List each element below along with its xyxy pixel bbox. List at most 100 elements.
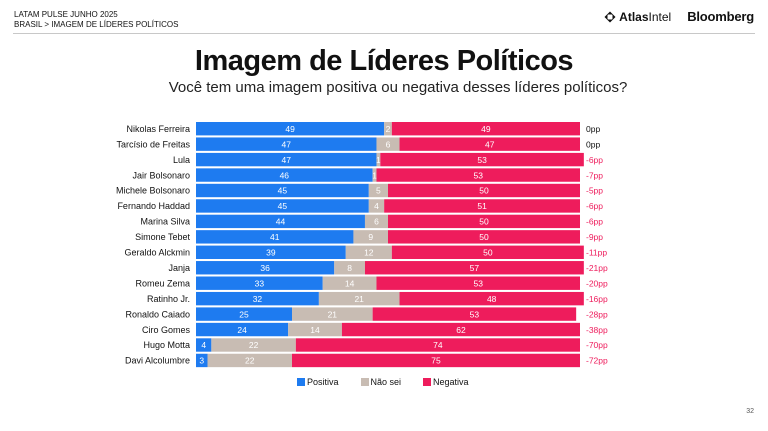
chart-subtitle: Você tem uma imagem positiva ou negativa… <box>168 79 628 96</box>
data-label: 1 <box>376 155 381 165</box>
net-label: -20pp <box>586 278 608 288</box>
data-label: 22 <box>245 356 255 366</box>
bar-segment-n-o-sei <box>345 245 392 259</box>
category-label: Simone Tebet <box>135 232 190 242</box>
data-label: 47 <box>485 139 495 149</box>
data-label: 48 <box>487 294 497 304</box>
bar-segment-n-o-sei <box>376 137 400 151</box>
bar-segment-n-o-sei <box>207 353 292 368</box>
bar-segment-negativa <box>380 152 584 167</box>
data-label: 45 <box>278 186 288 196</box>
data-label: 4 <box>201 340 206 350</box>
bar-segment-positiva <box>196 338 212 352</box>
legend-item-nao-sei: Não sei <box>360 377 401 387</box>
bar-segment-n-o-sei <box>372 168 377 182</box>
net-label: -7pp <box>586 170 603 180</box>
bar-segment-positiva <box>196 122 385 136</box>
category-label: Romeu Zema <box>135 278 190 288</box>
data-label: 53 <box>474 278 484 288</box>
data-label: 1 <box>372 170 377 180</box>
header-breadcrumb: LATAM PULSE JUNHO 2025 BRASIL > IMAGEM D… <box>14 10 178 30</box>
logos: Atlas Intel Bloomberg <box>604 9 754 24</box>
net-label: -6pp <box>586 217 603 227</box>
data-label: 75 <box>431 356 441 366</box>
net-label: -11pp <box>586 248 607 258</box>
bar-segment-positiva <box>196 137 377 151</box>
bar-segment-negativa <box>295 338 580 352</box>
net-label: -70pp <box>586 340 608 350</box>
category-label: Hugo Motta <box>143 340 190 350</box>
net-label: -21pp <box>586 263 608 273</box>
bar-segment-n-o-sei <box>322 276 377 290</box>
atlas-text: Atlas <box>619 9 649 24</box>
bar-segment-n-o-sei <box>376 152 381 167</box>
bar-segment-positiva <box>196 307 292 321</box>
data-label: 9 <box>368 232 373 242</box>
page-number: 32 <box>746 408 754 415</box>
category-label: Jair Bolsonaro <box>132 170 190 180</box>
category-label: Ciro Gomes <box>142 325 191 335</box>
bar-segment-negativa <box>376 168 580 182</box>
data-label: 51 <box>477 201 487 211</box>
data-label: 44 <box>276 217 286 227</box>
data-label: 49 <box>481 124 491 134</box>
data-label: 6 <box>386 139 391 149</box>
bar-segment-positiva <box>196 261 335 275</box>
bar-segment-positiva <box>196 353 208 368</box>
category-label: Ratinho Jr. <box>147 294 190 304</box>
bar-segment-negativa <box>376 276 580 290</box>
data-label: 14 <box>310 325 320 335</box>
data-label: 50 <box>479 217 489 227</box>
category-label: Nikolas Ferreira <box>126 124 190 134</box>
atlasintel-logo: Atlas Intel <box>604 10 671 24</box>
category-label: Marina Silva <box>140 217 190 227</box>
data-label: 46 <box>280 170 290 180</box>
category-label: Tarcísio de Freitas <box>116 139 190 149</box>
data-label: 47 <box>282 155 292 165</box>
data-label: 50 <box>483 248 493 258</box>
bar-segment-negativa <box>391 122 580 136</box>
bar-segment-negativa <box>341 322 580 337</box>
header-divider <box>13 33 755 34</box>
atlasintel-logo-icon <box>604 11 616 22</box>
legend-label: Negativa <box>433 377 469 387</box>
bar-segment-n-o-sei <box>292 307 373 321</box>
legend-swatch-positiva <box>297 378 305 386</box>
category-label: Davi Alcolumbre <box>125 356 190 366</box>
bar-segment-positiva <box>196 291 319 306</box>
category-label: Ronaldo Caiado <box>125 309 190 319</box>
data-label: 39 <box>266 248 276 258</box>
category-label: Michele Bolsonaro <box>116 186 190 196</box>
bar-segment-positiva <box>196 230 354 244</box>
data-label: 45 <box>278 201 288 211</box>
data-label: 49 <box>285 124 295 134</box>
data-label: 36 <box>260 263 270 273</box>
bar-segment-n-o-sei <box>288 322 342 337</box>
breadcrumb: BRASIL > IMAGEM DE LÍDERES POLÍTICOS <box>14 20 179 29</box>
data-label: 74 <box>433 340 443 350</box>
bar-segment-positiva <box>196 276 323 290</box>
data-label: 33 <box>255 278 265 288</box>
net-label: -72pp <box>586 356 608 366</box>
bar-segment-negativa <box>399 291 584 306</box>
bar-segment-negativa <box>388 183 580 198</box>
bar-segment-positiva <box>196 168 373 182</box>
net-label: -6pp <box>586 155 603 165</box>
bar-segment-n-o-sei <box>211 338 296 352</box>
report-title: LATAM PULSE JUNHO 2025 <box>14 10 118 19</box>
data-label: 53 <box>470 309 480 319</box>
bar-segment-n-o-sei <box>334 261 365 275</box>
net-label: -16pp <box>586 294 608 304</box>
legend-swatch-nao-sei <box>360 378 369 386</box>
legend-item-negativa: Negativa <box>423 377 469 387</box>
bloomberg-logo: Bloomberg <box>687 9 754 24</box>
data-label: 53 <box>474 170 484 180</box>
net-label: -28pp <box>586 309 608 319</box>
data-label: 53 <box>477 155 487 165</box>
bar-segment-negativa <box>388 230 580 244</box>
category-label: Fernando Haddad <box>117 201 190 211</box>
legend-swatch-negativa <box>423 378 432 386</box>
bar-segment-positiva <box>196 322 289 337</box>
net-label: -5pp <box>586 186 603 196</box>
data-label: 32 <box>253 294 263 304</box>
